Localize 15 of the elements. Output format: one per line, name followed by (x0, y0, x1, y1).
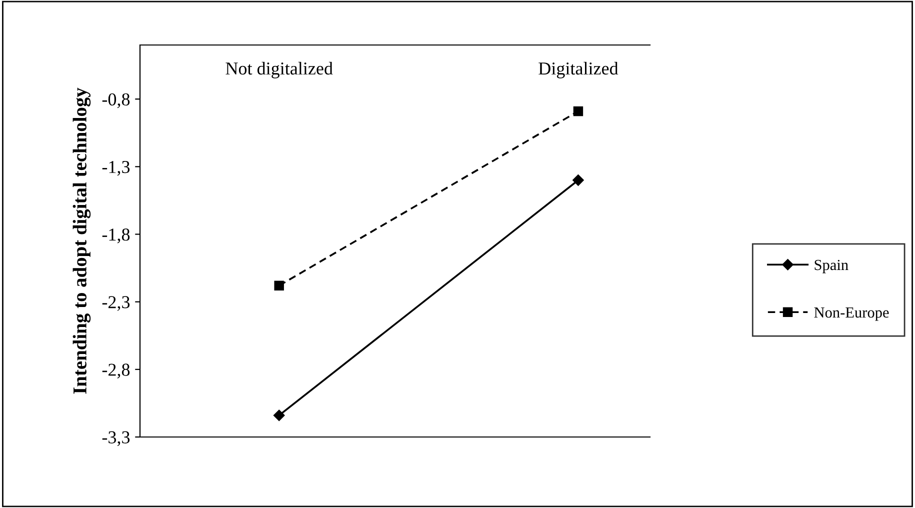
point (573, 106, 584, 116)
point (572, 174, 584, 186)
point (274, 280, 284, 290)
y-tick-label: -2,3 (102, 296, 130, 311)
y-tick-label: -3,3 (102, 431, 130, 446)
y-tick-label: -2,8 (102, 364, 130, 378)
y-axis-title: Intending to adopt digital technology (72, 88, 91, 394)
x-tick-label: Not digitalized (226, 62, 333, 78)
legend-label: Non-Europe (814, 307, 889, 321)
point (273, 410, 285, 421)
y-tick-label: -0,8 (102, 93, 130, 108)
x-tick-label: Digitalized (538, 62, 618, 78)
legend-label: Spain (814, 260, 848, 274)
y-tick-label: -1,3 (102, 160, 130, 176)
y-tick-label: -1,8 (102, 228, 130, 244)
